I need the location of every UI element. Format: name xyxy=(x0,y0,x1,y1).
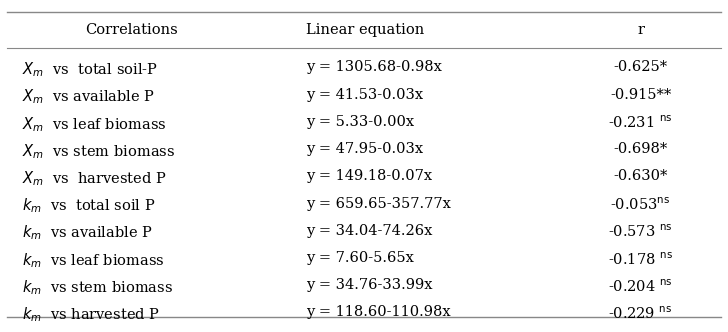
Text: -0.229 $^{\mathrm{ns}}$: -0.229 $^{\mathrm{ns}}$ xyxy=(609,305,673,322)
Text: y = 118.60-110.98x: y = 118.60-110.98x xyxy=(306,305,451,319)
Text: y = 1305.68-0.98x: y = 1305.68-0.98x xyxy=(306,60,442,74)
Text: y = 34.04-74.26x: y = 34.04-74.26x xyxy=(306,224,432,238)
Text: r: r xyxy=(637,23,644,37)
Text: y = 34.76-33.99x: y = 34.76-33.99x xyxy=(306,278,432,292)
Text: $X_m$  vs stem biomass: $X_m$ vs stem biomass xyxy=(22,142,175,161)
Text: -0.625*: -0.625* xyxy=(614,60,668,74)
Text: $X_m$  vs available P: $X_m$ vs available P xyxy=(22,88,155,106)
Text: $X_m$  vs leaf biomass: $X_m$ vs leaf biomass xyxy=(22,115,167,133)
Text: $k_m$  vs  total soil P: $k_m$ vs total soil P xyxy=(22,197,155,215)
Text: y = 47.95-0.03x: y = 47.95-0.03x xyxy=(306,142,423,156)
Text: -0.053$^{\mathrm{ns}}$: -0.053$^{\mathrm{ns}}$ xyxy=(611,197,670,213)
Text: -0.630*: -0.630* xyxy=(614,169,668,183)
Text: $k_m$  vs leaf biomass: $k_m$ vs leaf biomass xyxy=(22,251,165,270)
Text: -0.573 $^{\mathrm{ns}}$: -0.573 $^{\mathrm{ns}}$ xyxy=(609,224,673,240)
Text: $X_m$  vs  harvested P: $X_m$ vs harvested P xyxy=(22,169,167,188)
Text: -0.698*: -0.698* xyxy=(614,142,668,156)
Text: -0.915**: -0.915** xyxy=(610,88,671,102)
Text: $k_m$  vs harvested P: $k_m$ vs harvested P xyxy=(22,305,159,324)
Text: $X_m$  vs  total soil-P: $X_m$ vs total soil-P xyxy=(22,60,158,79)
Text: Linear equation: Linear equation xyxy=(306,23,424,37)
Text: -0.231 $^{\mathrm{ns}}$: -0.231 $^{\mathrm{ns}}$ xyxy=(609,115,673,131)
Text: Correlations: Correlations xyxy=(84,23,178,37)
Text: y = 41.53-0.03x: y = 41.53-0.03x xyxy=(306,88,423,102)
Text: -0.204 $^{\mathrm{ns}}$: -0.204 $^{\mathrm{ns}}$ xyxy=(609,278,673,295)
Text: y = 149.18-0.07x: y = 149.18-0.07x xyxy=(306,169,432,183)
Text: y = 5.33-0.00x: y = 5.33-0.00x xyxy=(306,115,414,129)
Text: y = 7.60-5.65x: y = 7.60-5.65x xyxy=(306,251,414,265)
Text: $k_m$  vs available P: $k_m$ vs available P xyxy=(22,224,153,242)
Text: y = 659.65-357.77x: y = 659.65-357.77x xyxy=(306,197,451,210)
Text: -0.178 $^{\mathrm{ns}}$: -0.178 $^{\mathrm{ns}}$ xyxy=(608,251,673,268)
Text: $k_m$  vs stem biomass: $k_m$ vs stem biomass xyxy=(22,278,173,297)
